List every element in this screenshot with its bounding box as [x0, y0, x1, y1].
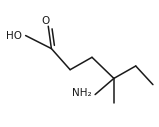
Text: NH₂: NH₂ [73, 88, 92, 98]
Text: O: O [42, 16, 50, 26]
Text: HO: HO [7, 31, 22, 41]
